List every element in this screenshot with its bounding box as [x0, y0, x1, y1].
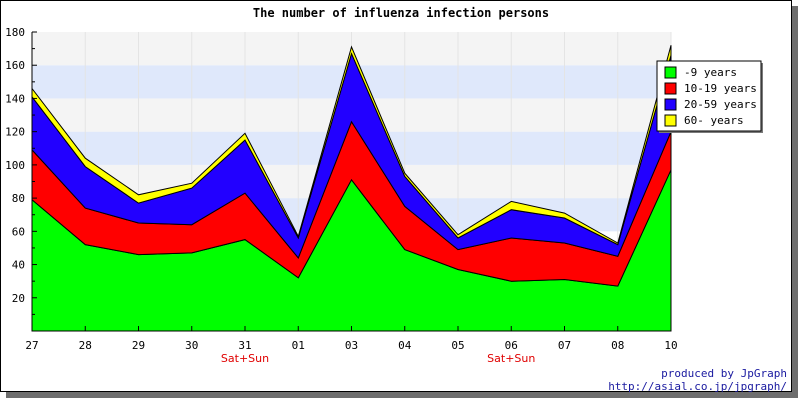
credit-url[interactable]: http://asial.co.jp/jpgraph/	[608, 380, 787, 393]
legend-label: 20-59 years	[684, 98, 757, 111]
x-tick-label: 07	[558, 339, 571, 352]
x-tick-label: 03	[345, 339, 358, 352]
x-axis-ticks: 27 28 29 30 31 01 03 04 05 06 07 08 10	[25, 326, 678, 352]
legend-label: 60- years	[684, 114, 744, 127]
y-tick-label: 180	[5, 26, 25, 39]
legend: -9 years 10-19 years 20-59 years 60- years	[656, 60, 763, 133]
x-tick-label: 31	[238, 339, 251, 352]
y-tick-label: 40	[12, 259, 25, 272]
legend-swatch	[664, 98, 677, 111]
weekend-label: Sat+Sun	[221, 352, 269, 365]
weekend-label: Sat+Sun	[487, 352, 535, 365]
y-tick-label: 80	[12, 192, 25, 205]
x-tick-label: 08	[611, 339, 624, 352]
y-tick-label: 160	[5, 59, 25, 72]
x-tick-label: 28	[79, 339, 92, 352]
y-tick-label: 100	[5, 159, 25, 172]
x-tick-label: 06	[505, 339, 518, 352]
x-tick-label: 27	[25, 339, 38, 352]
chart-title: The number of influenza infection person…	[253, 6, 549, 20]
x-tick-label: 01	[292, 339, 305, 352]
stacked-areas	[31, 45, 672, 332]
weekend-labels: Sat+Sun Sat+Sun	[221, 352, 535, 365]
y-axis-ticks: 20 40 60 80 100 120 140 160 180	[5, 26, 37, 315]
x-tick-label: 05	[451, 339, 464, 352]
chart-frame: The number of influenza infection person…	[0, 0, 792, 393]
y-tick-label: 60	[12, 225, 25, 238]
legend-label: -9 years	[684, 66, 737, 79]
legend-swatch	[664, 82, 677, 95]
legend-label: 10-19 years	[684, 82, 757, 95]
area-series-4	[31, 45, 672, 246]
legend-swatch	[664, 114, 677, 127]
y-tick-label: 140	[5, 92, 25, 105]
area-chart: The number of influenza infection person…	[5, 6, 787, 393]
y-tick-label: 120	[5, 126, 25, 139]
credit-producer: produced by JpGraph	[661, 367, 787, 380]
x-tick-label: 04	[398, 339, 412, 352]
legend-swatch	[664, 66, 677, 79]
x-tick-label: 30	[185, 339, 198, 352]
y-tick-label: 20	[12, 292, 25, 305]
x-tick-label: 29	[132, 339, 145, 352]
x-tick-label: 10	[664, 339, 677, 352]
